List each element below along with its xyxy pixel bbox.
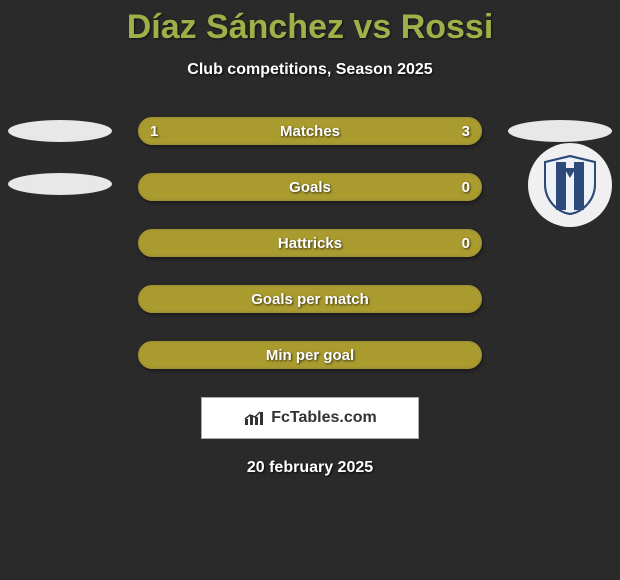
bar-value-left: 1 [150, 123, 158, 140]
bar-row-matches: 1 Matches 3 [0, 117, 620, 145]
logo-text: FcTables.com [271, 409, 377, 427]
bar-label: Matches [280, 123, 340, 140]
bar-label: Goals [289, 179, 331, 196]
bar-row-mpg: Min per goal [0, 341, 620, 369]
subtitle: Club competitions, Season 2025 [0, 61, 620, 79]
chart-icon [243, 409, 265, 427]
bar-row-gpm: Goals per match [0, 285, 620, 313]
bar-label: Goals per match [251, 291, 369, 308]
bar-value-right: 0 [462, 235, 470, 252]
shield-icon [543, 154, 597, 216]
pill-right-0 [508, 120, 612, 142]
bar-value-right: 0 [462, 179, 470, 196]
date-text: 20 february 2025 [0, 459, 620, 477]
bar-hattricks: Hattricks 0 [138, 229, 482, 257]
bar-value-right: 3 [462, 123, 470, 140]
page-title: Díaz Sánchez vs Rossi [0, 0, 620, 47]
bar-row-hattricks: Hattricks 0 [0, 229, 620, 257]
pill-left-1 [8, 173, 112, 195]
bar-label: Min per goal [266, 347, 354, 364]
bar-label: Hattricks [278, 235, 342, 252]
pill-left-0 [8, 120, 112, 142]
bar-matches: 1 Matches 3 [138, 117, 482, 145]
bars-container: 1 Matches 3 Goals 0 Hattricks 0 [0, 117, 620, 369]
bar-goals: Goals 0 [138, 173, 482, 201]
bar-goals-per-match: Goals per match [138, 285, 482, 313]
bar-row-goals: Goals 0 [0, 173, 620, 201]
bar-min-per-goal: Min per goal [138, 341, 482, 369]
logo-box: FcTables.com [201, 397, 419, 439]
club-badge-right [528, 143, 612, 227]
